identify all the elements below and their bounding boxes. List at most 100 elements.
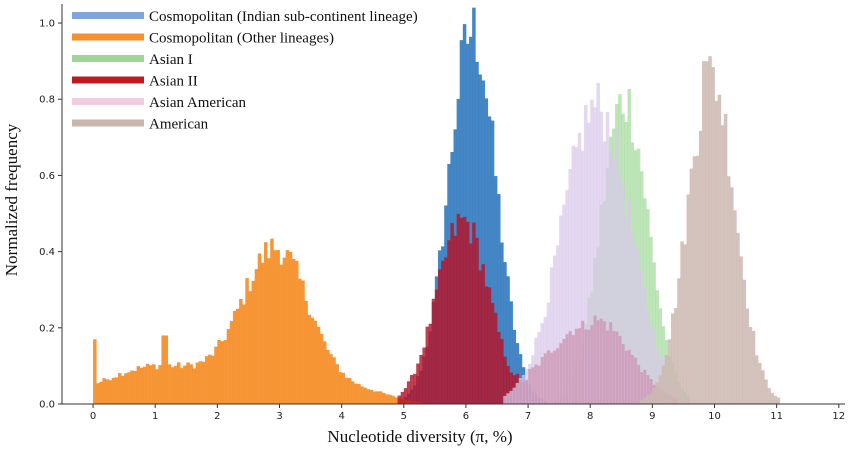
histogram-bar: [114, 377, 119, 404]
histogram-bar: [161, 335, 165, 404]
histogram-bar: [733, 210, 737, 404]
histogram-bar: [643, 287, 647, 404]
histogram-bar: [416, 363, 420, 404]
histogram-bar: [217, 340, 221, 404]
histogram-bar: [369, 389, 374, 404]
histogram-bar: [639, 272, 644, 404]
histogram-bar: [189, 364, 193, 404]
histogram-bar: [770, 392, 774, 404]
histogram-bar: [574, 147, 579, 404]
histogram-bar: [524, 369, 529, 404]
histogram-bar: [521, 374, 526, 404]
histogram-bar: [298, 278, 302, 404]
histogram-bar: [338, 372, 343, 404]
histogram-bar: [291, 259, 296, 404]
histogram-bar: [552, 255, 557, 404]
histogram-bar: [652, 328, 656, 404]
histogram-bar: [549, 267, 554, 404]
histogram-bar: [503, 356, 507, 404]
histogram-bar: [450, 223, 454, 404]
histogram-bar: [478, 270, 482, 404]
histogram-bar: [773, 395, 778, 404]
histogram-bar: [139, 367, 144, 404]
histogram-bar: [478, 74, 482, 404]
histogram-bar: [347, 377, 352, 404]
y-tick-label: 0.6: [39, 171, 55, 182]
histogram-bar: [515, 343, 520, 404]
histogram-bar: [170, 367, 175, 404]
histogram-bar: [354, 383, 358, 404]
histogram-bar: [611, 159, 616, 404]
histogram-bar: [565, 190, 569, 404]
histogram-bar: [96, 383, 100, 404]
histogram-bar: [484, 98, 489, 405]
histogram-bar: [242, 304, 246, 404]
histogram-bar: [220, 341, 224, 404]
histogram-bar: [142, 366, 147, 404]
legend-label: Asian American: [149, 95, 247, 111]
histogram-bar: [226, 329, 231, 404]
histogram-bar: [357, 383, 361, 404]
histogram-bar: [577, 132, 582, 404]
histogram-bar: [509, 301, 513, 404]
histogram-bar: [742, 279, 746, 404]
histogram-bar: [726, 176, 731, 404]
histogram-bar: [584, 104, 588, 404]
histogram-bar: [630, 234, 635, 404]
histogram-bar: [469, 36, 473, 404]
histogram-bar: [571, 145, 576, 405]
histogram-bar: [736, 232, 740, 404]
histogram-bar: [643, 397, 647, 404]
histogram-bar: [767, 388, 771, 404]
histogram-bar: [267, 258, 271, 404]
histogram-bar: [500, 338, 504, 404]
histogram-bar: [350, 381, 355, 404]
x-tick-label: 10: [708, 411, 721, 422]
histogram-bar: [506, 365, 510, 404]
histogram-bar: [195, 362, 200, 404]
histogram-bar: [422, 347, 426, 404]
histogram-bar: [621, 186, 625, 404]
x-tick-label: 2: [214, 411, 220, 422]
histogram-bar: [686, 194, 691, 404]
histogram-bar: [671, 313, 675, 404]
histogram-bar: [465, 221, 470, 404]
x-tick-label: 5: [401, 411, 407, 422]
histogram-bar: [730, 187, 734, 404]
histogram-bar: [323, 341, 327, 404]
histogram-bar: [410, 374, 414, 404]
x-tick-label: 8: [587, 411, 593, 422]
histogram-bar: [273, 250, 277, 404]
histogram-bar: [251, 280, 256, 404]
histogram-bar: [127, 372, 131, 404]
histogram-bar: [335, 364, 339, 404]
histogram-bar: [664, 355, 669, 404]
x-tick-label: 9: [649, 411, 655, 422]
histogram-bar: [739, 256, 743, 404]
histogram-bar: [149, 365, 153, 404]
histogram-bar: [326, 349, 330, 404]
histogram-bar: [680, 241, 684, 404]
histogram-bar: [236, 308, 240, 404]
histogram-bar: [183, 365, 187, 404]
histogram-bar: [761, 370, 765, 404]
histogram-bar: [155, 369, 159, 404]
histogram-bar: [102, 378, 106, 404]
histogram-bar: [546, 302, 551, 404]
histogram-bar: [590, 99, 594, 404]
histogram-bar: [646, 209, 650, 404]
histogram-bar: [667, 339, 672, 404]
histogram-bar: [695, 155, 700, 404]
x-ticks: 0 1 2 3 4 5 6 7 8 9 10 11 12: [90, 404, 845, 422]
y-tick-label: 0.4: [39, 247, 55, 258]
histogram-bar: [232, 310, 237, 404]
histogram-bar: [425, 326, 430, 404]
histogram-bar: [649, 324, 653, 404]
histogram-bar: [689, 168, 694, 404]
histogram-bar: [145, 363, 150, 404]
histogram-bar: [391, 395, 395, 404]
histogram-bar: [534, 337, 538, 404]
histogram-bar: [192, 368, 197, 404]
histogram-bar: [624, 217, 628, 404]
